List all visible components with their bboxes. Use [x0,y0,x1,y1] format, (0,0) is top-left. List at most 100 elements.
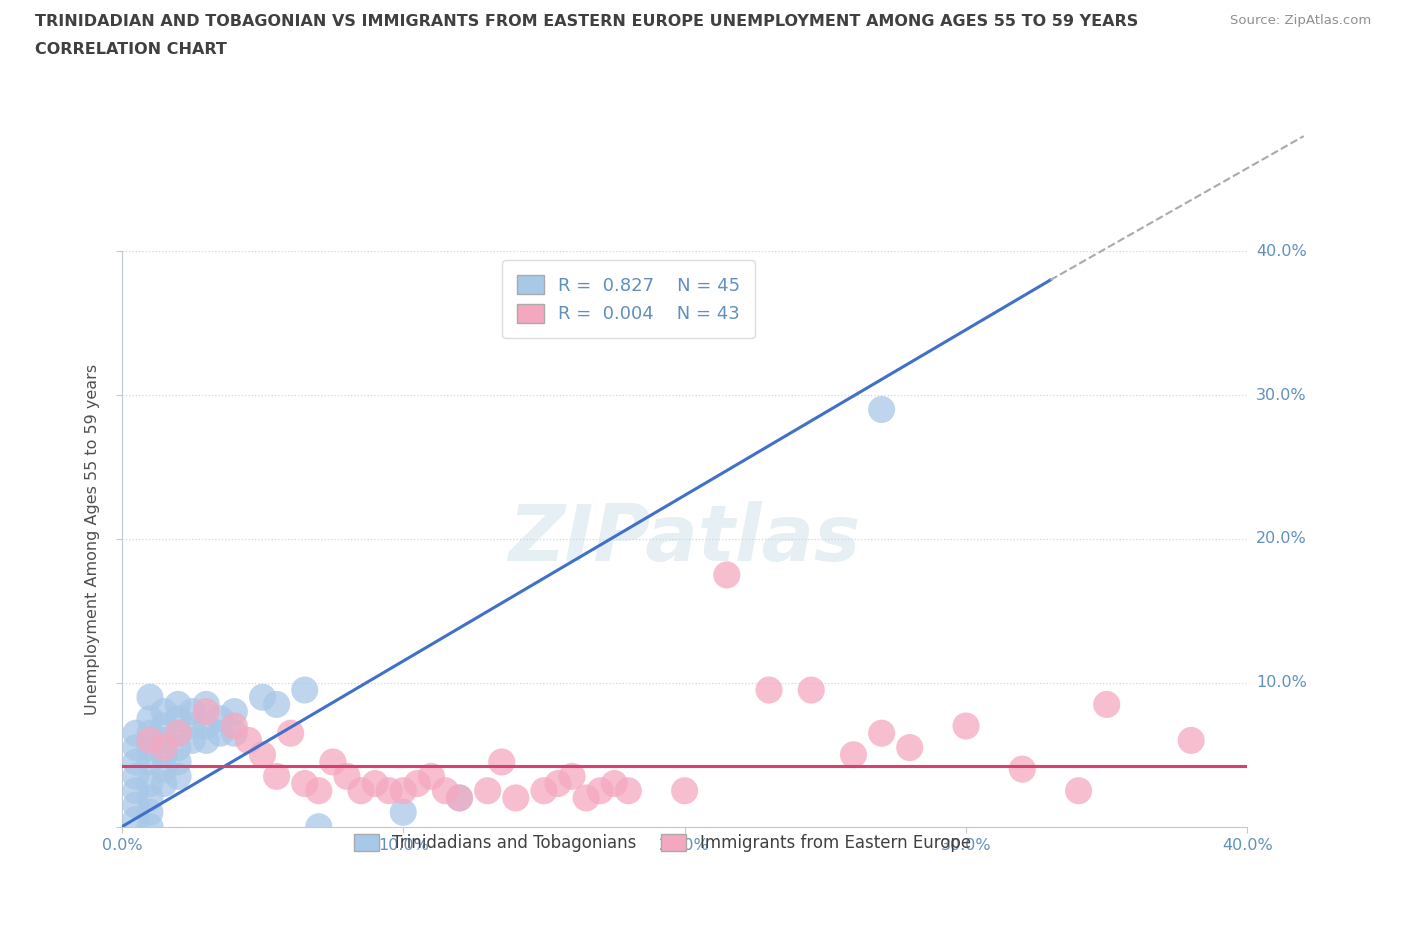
Point [181,719,204,734]
Point [547,777,569,791]
Point [167,725,190,740]
Point [238,733,260,748]
Point [181,733,204,748]
Point [181,704,204,719]
Point [139,733,162,748]
Point [125,783,148,798]
Point [561,769,583,784]
Point [224,719,246,734]
Point [308,819,330,834]
Point [125,725,148,740]
Legend: Trinidadians and Tobagonians, Immigrants from Eastern Europe: Trinidadians and Tobagonians, Immigrants… [347,827,977,858]
Text: CORRELATION CHART: CORRELATION CHART [35,42,226,57]
Point [870,725,893,740]
Text: 10.0%: 10.0% [378,838,429,853]
Point [252,690,274,705]
Point [364,777,387,791]
Point [252,748,274,763]
Point [294,683,316,698]
Point [167,697,190,711]
Point [153,777,176,791]
Point [392,804,415,819]
Text: 20.0%: 20.0% [659,838,710,853]
Point [153,740,176,755]
Point [195,697,218,711]
Point [153,733,176,748]
Point [139,790,162,805]
Point [449,790,471,805]
Point [139,777,162,791]
Point [1095,697,1118,711]
Text: 0.0%: 0.0% [101,838,142,853]
Point [139,690,162,705]
Point [406,777,429,791]
Point [195,704,218,719]
Point [280,725,302,740]
Point [195,733,218,748]
Point [589,783,612,798]
Point [125,754,148,769]
Text: 40.0%: 40.0% [1222,838,1272,853]
Point [575,790,598,805]
Point [139,804,162,819]
Point [533,783,555,798]
Point [434,783,457,798]
Point [153,719,176,734]
Point [842,748,865,763]
Point [308,783,330,798]
Point [617,783,640,798]
Point [153,704,176,719]
Point [125,798,148,813]
Point [673,783,696,798]
Point [153,762,176,777]
Point [505,790,527,805]
Text: 30.0%: 30.0% [941,838,991,853]
Point [603,777,626,791]
Point [870,402,893,417]
Text: 10.0%: 10.0% [1256,675,1306,690]
Point [167,754,190,769]
Point [716,567,738,582]
Point [195,719,218,734]
Point [322,754,344,769]
Text: TRINIDADIAN AND TOBAGONIAN VS IMMIGRANTS FROM EASTERN EUROPE UNEMPLOYMENT AMONG : TRINIDADIAN AND TOBAGONIAN VS IMMIGRANTS… [35,14,1139,29]
Point [294,777,316,791]
Point [139,740,162,755]
Y-axis label: Unemployment Among Ages 55 to 59 years: Unemployment Among Ages 55 to 59 years [86,364,100,714]
Point [477,783,499,798]
Point [139,711,162,726]
Point [449,790,471,805]
Point [898,740,921,755]
Point [167,740,190,755]
Point [167,711,190,726]
Point [420,769,443,784]
Point [336,769,359,784]
Point [125,769,148,784]
Text: 30.0%: 30.0% [1256,388,1306,403]
Text: 40.0%: 40.0% [1256,244,1306,259]
Point [266,697,288,711]
Point [1011,762,1033,777]
Point [758,683,780,698]
Text: Source: ZipAtlas.com: Source: ZipAtlas.com [1230,14,1371,27]
Point [125,740,148,755]
Point [209,725,232,740]
Point [139,725,162,740]
Point [350,783,373,798]
Point [1067,783,1090,798]
Point [392,783,415,798]
Point [1180,733,1202,748]
Point [800,683,823,698]
Point [224,704,246,719]
Point [153,748,176,763]
Text: 20.0%: 20.0% [1256,531,1306,547]
Point [167,769,190,784]
Point [139,819,162,834]
Point [378,783,401,798]
Point [139,754,162,769]
Point [955,719,977,734]
Point [209,711,232,726]
Point [491,754,513,769]
Text: ZIPatlas: ZIPatlas [509,501,860,577]
Point [266,769,288,784]
